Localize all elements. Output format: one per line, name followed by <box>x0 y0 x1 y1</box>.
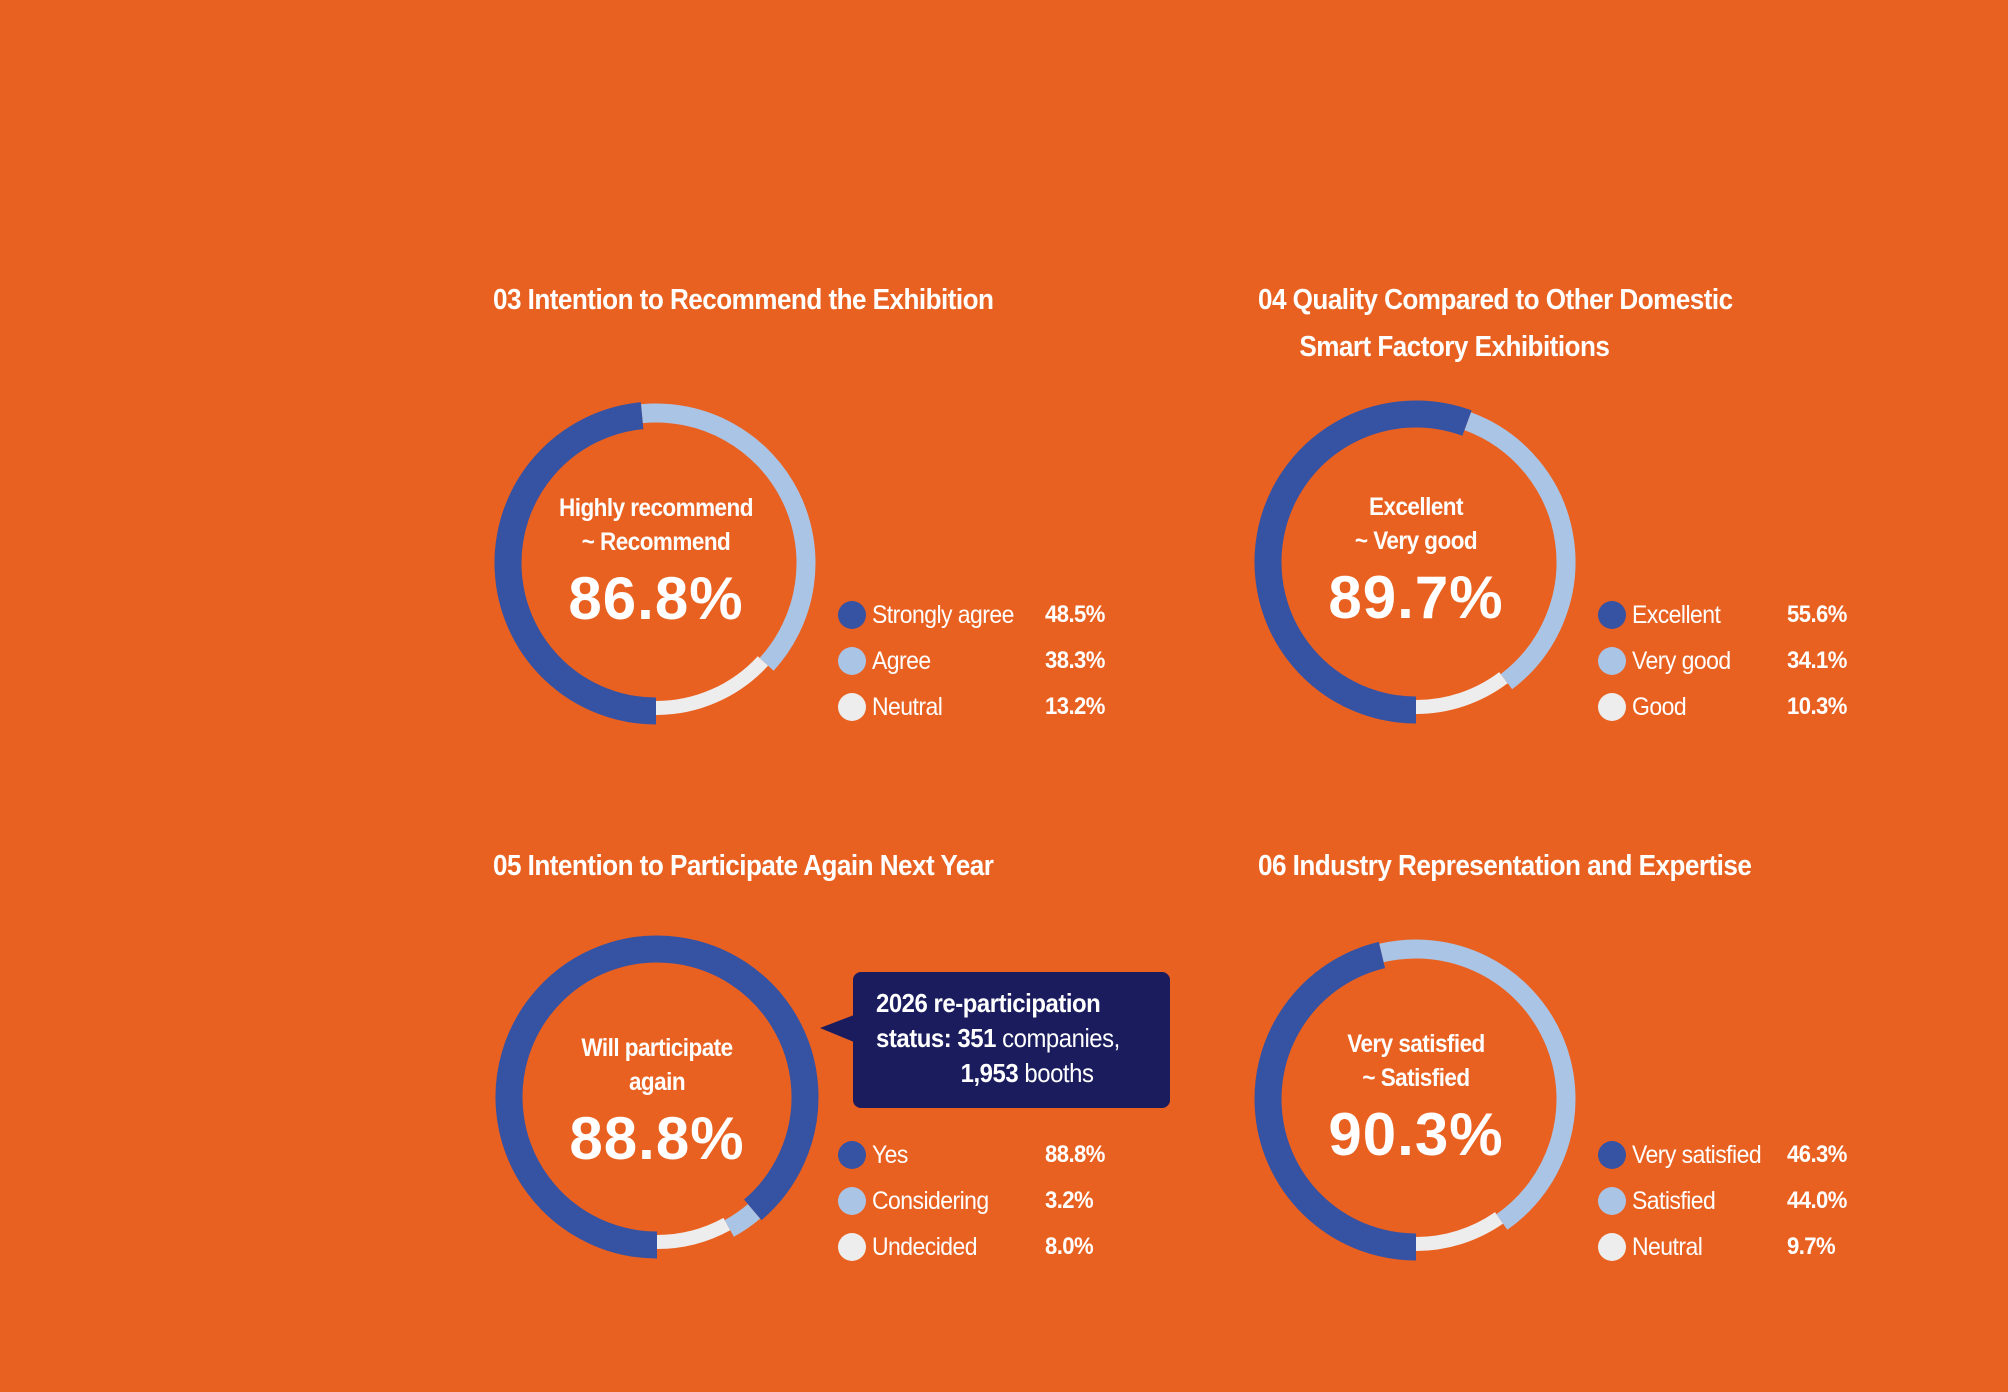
legend-dot-icon <box>1598 1233 1626 1261</box>
legend-dot-icon <box>1598 1141 1626 1169</box>
center-label-line2: ~ Recommend <box>581 528 731 556</box>
legend-label: Agree <box>872 647 931 675</box>
chart-title-03: 03 Intention to Recommend the Exhibition <box>493 284 994 316</box>
legend-item: Excellent 55.6% <box>1598 600 1898 630</box>
callout-booths-label: booths <box>1018 1058 1094 1088</box>
segment-secondary-considering <box>724 1203 761 1237</box>
legend-item: Undecided 8.0% <box>838 1232 1138 1262</box>
legend-item: Neutral 13.2% <box>838 692 1138 722</box>
donut-center-05: Will participate again 88.8% <box>527 1031 787 1175</box>
legend-label: Neutral <box>872 693 943 721</box>
center-label-line2: again <box>628 1068 686 1096</box>
legend-item: Very good 34.1% <box>1598 646 1898 676</box>
callout-line1: 2026 re-participation <box>876 988 1101 1018</box>
legend-label: Yes <box>872 1141 908 1169</box>
center-label-line1: Highly recommend <box>559 494 753 522</box>
segment-primary-very-satisfied <box>1254 941 1417 1261</box>
callout-line3: 1,953 booths <box>876 1056 1146 1091</box>
legend-value: 34.1% <box>1787 647 1847 674</box>
legend-label: Neutral <box>1632 1233 1703 1261</box>
legend-label: Excellent <box>1632 601 1721 629</box>
legend-value: 55.6% <box>1787 601 1847 628</box>
legend-value: 3.2% <box>1045 1187 1094 1214</box>
legend-label: Satisfied <box>1632 1187 1716 1215</box>
center-label-line1: Will participate <box>581 1034 733 1062</box>
center-value: 86.8% <box>568 565 744 632</box>
legend-dot-icon <box>1598 601 1626 629</box>
legend-value: 48.5% <box>1045 601 1105 628</box>
center-value: 89.7% <box>1328 564 1504 631</box>
legend-value: 44.0% <box>1787 1187 1847 1214</box>
legend-dot-icon <box>838 647 866 675</box>
legend-label: Good <box>1632 693 1687 721</box>
segment-tertiary-neutral <box>1415 1212 1504 1251</box>
center-label-line2: ~ Satisfied <box>1362 1064 1470 1092</box>
legend-dot-icon <box>838 1141 866 1169</box>
legend-item: Very satisfied 46.3% <box>1598 1140 1898 1170</box>
segment-primary-yes <box>495 935 819 1259</box>
legend-value: 10.3% <box>1787 693 1847 720</box>
callout-pointer-icon <box>820 1015 854 1042</box>
chart-title-06: 06 Industry Representation and Expertise <box>1258 850 1752 882</box>
segment-secondary-satisfied <box>1379 939 1576 1230</box>
legend-dot-icon <box>838 1187 866 1215</box>
segment-primary-excellent <box>1254 400 1472 724</box>
legend-item: Good 10.3% <box>1598 692 1898 722</box>
legend-dot-icon <box>1598 693 1626 721</box>
legend-label: Very good <box>1632 647 1731 675</box>
segment-tertiary-good <box>1415 672 1508 714</box>
segment-primary-strongly-agree <box>494 402 657 725</box>
legend-label: Considering <box>872 1187 989 1215</box>
chart-title-04: 04 Quality Compared to Other Domestic Sm… <box>1258 277 1733 371</box>
chart-title-04-line1: 04 Quality Compared to Other Domestic <box>1258 284 1733 316</box>
center-value: 90.3% <box>1328 1101 1504 1168</box>
legend-value: 13.2% <box>1045 693 1105 720</box>
segment-secondary-very-good <box>1464 412 1576 690</box>
callout-booths-count: 1,953 <box>960 1058 1019 1088</box>
chart-title-04-line2: Smart Factory Exhibitions <box>1299 331 1610 363</box>
chart-title-05: 05 Intention to Participate Again Next Y… <box>493 850 994 882</box>
legend-value: 88.8% <box>1045 1141 1105 1168</box>
legend-dot-icon <box>838 601 866 629</box>
legend-value: 46.3% <box>1787 1141 1847 1168</box>
legend-label: Undecided <box>872 1233 978 1261</box>
reparticipation-callout: 2026 re-participation status: 351 compan… <box>853 972 1170 1108</box>
center-label-line1: Very satisfied <box>1347 1030 1485 1058</box>
legend-item: Considering 3.2% <box>838 1186 1138 1216</box>
legend-item: Agree 38.3% <box>838 646 1138 676</box>
legend-value: 8.0% <box>1045 1233 1094 1260</box>
legend-value: 9.7% <box>1787 1233 1836 1260</box>
callout-companies-label: companies, <box>995 1023 1120 1053</box>
legend-item: Satisfied 44.0% <box>1598 1186 1898 1216</box>
segment-tertiary-undecided <box>656 1217 731 1249</box>
callout-line2: status: 351 companies, <box>876 1021 1146 1056</box>
legend-dot-icon <box>1598 647 1626 675</box>
callout-companies-count: status: 351 <box>876 1023 996 1053</box>
legend-label: Strongly agree <box>872 601 1014 629</box>
legend-dot-icon <box>838 693 866 721</box>
center-label-line1: Excellent <box>1369 493 1463 521</box>
segment-tertiary-neutral <box>655 656 769 715</box>
legend-value: 38.3% <box>1045 647 1105 674</box>
center-label-line2: ~ Very good <box>1354 527 1478 555</box>
legend-dot-icon <box>1598 1187 1626 1215</box>
legend-item: Strongly agree 48.5% <box>838 600 1138 630</box>
donut-center-04: Excellent ~ Very good 89.7% <box>1286 490 1546 634</box>
legend-dot-icon <box>838 1233 866 1261</box>
donut-center-06: Very satisfied ~ Satisfied 90.3% <box>1286 1027 1546 1171</box>
segment-secondary-agree <box>641 403 816 671</box>
legend-label: Very satisfied <box>1632 1141 1762 1169</box>
legend-item: Neutral 9.7% <box>1598 1232 1898 1262</box>
donut-center-03: Highly recommend ~ Recommend 86.8% <box>526 491 786 635</box>
legend-item: Yes 88.8% <box>838 1140 1138 1170</box>
center-value: 88.8% <box>569 1105 745 1172</box>
